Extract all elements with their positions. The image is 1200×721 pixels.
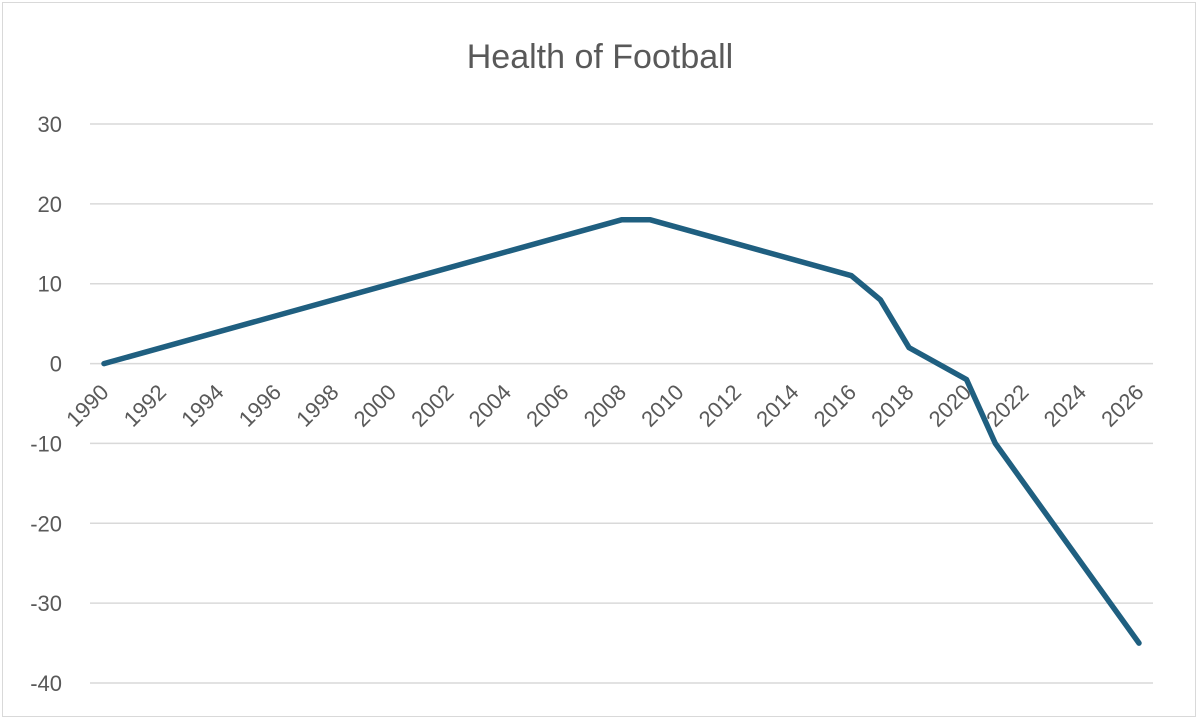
x-tick-label: 1994 (176, 379, 228, 431)
y-tick-label: -30 (30, 591, 62, 616)
y-tick-label: 30 (38, 112, 62, 137)
gridlines (90, 123, 1153, 684)
y-tick-label: -20 (30, 511, 62, 536)
x-tick-label: 2000 (349, 379, 401, 431)
x-tick-label: 2024 (1039, 379, 1091, 431)
y-tick-label: 10 (38, 272, 62, 297)
y-axis-tick-labels: 30 20 10 0 -10 -20 -30 -40 (30, 112, 62, 696)
y-tick-label: 0 (50, 352, 62, 377)
x-tick-label: 2002 (406, 379, 458, 431)
chart-title: Health of Football (467, 38, 734, 76)
x-tick-label: 1996 (234, 379, 286, 431)
x-tick-label: 2026 (1096, 379, 1148, 431)
x-tick-label: 1998 (291, 379, 343, 431)
x-tick-label: 2008 (579, 379, 631, 431)
y-tick-label: -10 (30, 431, 62, 456)
x-tick-label: 1992 (119, 379, 171, 431)
x-tick-label: 2014 (751, 379, 803, 431)
x-tick-label: 2016 (809, 379, 861, 431)
x-tick-label: 2010 (636, 379, 688, 431)
x-tick-label: 2006 (521, 379, 573, 431)
y-tick-label: 20 (38, 192, 62, 217)
x-tick-label: 2004 (464, 379, 516, 431)
y-tick-label: -40 (30, 671, 62, 696)
x-tick-label: 2012 (694, 379, 746, 431)
x-tick-label: 2018 (866, 379, 918, 431)
series-line-0 (101, 217, 1142, 646)
x-tick-label: 1990 (61, 379, 113, 431)
series-layer (101, 217, 1142, 646)
